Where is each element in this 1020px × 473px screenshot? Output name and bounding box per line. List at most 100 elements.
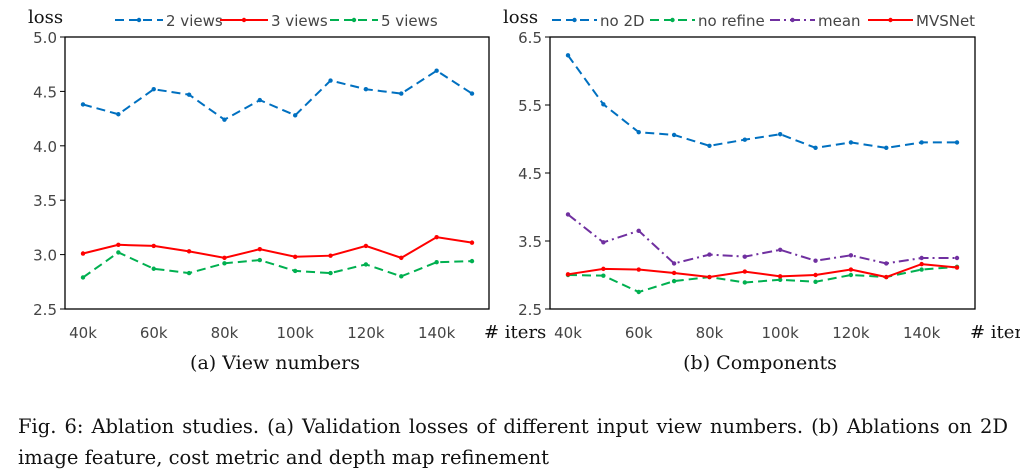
data-point [292, 268, 298, 274]
legend-label: 2 views [166, 12, 223, 30]
data-point [848, 267, 854, 272]
series-line-mvsnet [567, 263, 958, 279]
data-point [434, 260, 439, 265]
legend-label: 5 views [381, 12, 438, 30]
series-line-2-views [82, 69, 473, 121]
data-point [469, 240, 475, 245]
data-point [636, 228, 641, 233]
data-point [742, 269, 748, 274]
data-point [399, 274, 404, 279]
data-point [671, 270, 677, 276]
plot-area-0 [64, 36, 490, 310]
y-tick-label: 5.0 [33, 29, 57, 47]
data-point [707, 274, 712, 280]
data-point [884, 145, 889, 151]
data-point [116, 242, 121, 248]
y-tick-label: 2.5 [33, 301, 57, 319]
legend-label: no refine [698, 12, 765, 30]
figure-caption: Fig. 6: Ablation studies. (a) Validation… [18, 415, 1008, 469]
data-point [469, 91, 475, 96]
legend-marker [888, 17, 893, 23]
data-point [777, 132, 783, 137]
y-tick-label: 4.5 [518, 165, 542, 183]
data-point [257, 97, 263, 103]
data-point [469, 258, 475, 264]
data-point [565, 53, 571, 58]
data-point [222, 261, 227, 266]
data-point [671, 278, 677, 284]
x-axis-label: # iters [484, 322, 546, 343]
x-tick-label: 140k [903, 324, 941, 342]
data-point [257, 246, 263, 252]
x-tick-label: 120k [347, 324, 385, 342]
x-tick-label: 60k [625, 324, 653, 342]
data-point [565, 212, 571, 217]
y-tick-label: 2.5 [518, 301, 542, 319]
data-point [919, 267, 924, 272]
data-point [919, 140, 924, 145]
data-point [671, 261, 677, 266]
y-tick-label: 5.5 [518, 97, 542, 115]
y-tick-label: 3.5 [33, 192, 57, 210]
data-point [434, 234, 439, 240]
subcaption-a: (a) View numbers [190, 352, 360, 374]
data-point [363, 262, 369, 267]
data-point [186, 270, 192, 276]
data-point [954, 140, 960, 145]
y-tick-label: 6.5 [518, 29, 542, 47]
data-point [813, 279, 818, 284]
y-tick-label: 4.5 [33, 83, 57, 101]
data-point [363, 243, 369, 249]
x-tick-label: 60k [140, 324, 168, 342]
data-point [742, 137, 748, 142]
data-point [116, 250, 121, 255]
legend-label: MVSNet [916, 12, 975, 30]
subcaption-b: (b) Components [683, 352, 837, 374]
data-point [151, 87, 156, 92]
y-tick-label: 4.0 [33, 138, 57, 156]
legend-label: 3 views [271, 12, 328, 30]
data-point [151, 266, 156, 271]
y-tick-label: 3.0 [33, 247, 57, 265]
series-line-3-views [82, 236, 473, 259]
data-point [742, 280, 748, 285]
data-point [777, 247, 783, 253]
legend-marker [241, 17, 247, 23]
data-point [328, 78, 333, 83]
x-tick-label: 100k [277, 324, 315, 342]
data-point [222, 117, 227, 122]
data-point [636, 130, 641, 135]
data-point [813, 145, 818, 151]
data-point [707, 252, 712, 257]
data-point [671, 132, 677, 138]
data-point [813, 272, 818, 278]
data-point [186, 92, 192, 97]
data-point [848, 272, 854, 278]
data-point [707, 143, 712, 148]
y-axis-label: loss [28, 7, 63, 28]
data-point [292, 113, 298, 118]
y-tick-label: 3.5 [518, 233, 542, 251]
data-point [954, 265, 960, 270]
series-line-5-views [82, 251, 473, 279]
data-point [601, 102, 606, 107]
legend-label: mean [818, 12, 861, 30]
legend-label: no 2D [600, 12, 645, 30]
x-tick-label: 120k [832, 324, 870, 342]
data-point [601, 273, 606, 278]
data-point [399, 91, 404, 96]
series-line-no-2d [567, 54, 957, 149]
data-point [328, 270, 333, 276]
series-line-mean [567, 213, 957, 265]
x-tick-label: 140k [418, 324, 456, 342]
data-point [884, 261, 889, 266]
data-point [151, 243, 156, 249]
data-point [777, 274, 783, 279]
data-point [565, 272, 571, 277]
data-point [328, 253, 333, 258]
data-point [80, 251, 86, 256]
legend-marker [351, 17, 357, 23]
data-point [80, 102, 86, 107]
x-tick-label: 80k [211, 324, 239, 342]
